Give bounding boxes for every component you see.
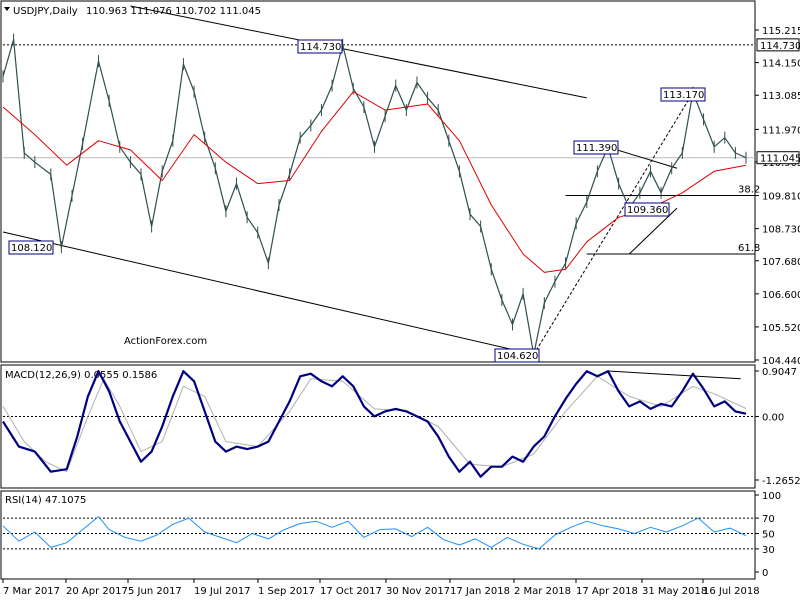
rsi-tick-label: 0 (762, 568, 768, 579)
rsi-panel: RSI(14) 47.1075 100 70 50 30 0 (2, 491, 781, 579)
annotation-label: 108.120 (11, 243, 52, 254)
x-tick-label: 20 Apr 2017 (66, 586, 128, 597)
price-panel-frame (0, 0, 756, 363)
price-line (2, 38, 747, 356)
annotation-box (8, 240, 54, 255)
annotation-label: 114.730 (300, 42, 341, 53)
rsi-title: RSI(14) 47.1075 (5, 495, 86, 506)
chart-header: USDJPY,Daily 110.963 111.076 110.702 111… (4, 6, 261, 17)
rsi-lines (2, 516, 747, 550)
macd-tick-label: 0.9047 (762, 367, 797, 378)
price-tags: 114.730 111.045 (756, 38, 800, 165)
reference-price-tag (756, 38, 800, 52)
fibonacci-labels: 38.2 61.8 (738, 185, 760, 254)
macd-tick-label: -1.2652 (762, 476, 800, 487)
x-tick-label: 31 May 2018 (642, 586, 707, 597)
rsi-tick-label: 50 (762, 530, 775, 541)
annotation-label: 111.390 (576, 143, 617, 154)
fib-label: 61.8 (738, 243, 760, 254)
macd-panel-frame (0, 364, 756, 489)
rsi-tick-label: 30 (762, 545, 775, 556)
macd-tick-label: 0.00 (762, 412, 784, 423)
current-price-tag (756, 151, 800, 165)
price-tick-label: 114.150 (762, 59, 800, 70)
macd-divergence-line (607, 370, 741, 380)
annotation-box (660, 87, 706, 102)
fib-label: 38.2 (738, 185, 760, 196)
rsi-y-axis: 100 70 50 30 0 (3, 491, 781, 579)
x-tick-label: 17 Jan 2018 (450, 586, 510, 597)
macd-title: MACD(12,26,9) 0.0555 0.1586 (5, 370, 157, 381)
collapse-triangle-icon (4, 7, 10, 11)
x-tick-label: 19 Jul 2017 (194, 586, 251, 597)
upper-channel-line (130, 5, 587, 99)
x-tick-label: 2 Mar 2018 (514, 586, 571, 597)
watermark: ActionForex.com (124, 336, 207, 347)
macd-signal-line (2, 375, 747, 473)
symbol-label: USDJPY,Daily (13, 6, 78, 17)
price-tick-label: 104.440 (762, 356, 800, 367)
x-axis: 7 Mar 2017 20 Apr 2017 5 Jun 2017 19 Jul 20… (2, 579, 760, 597)
price-tick-label: 106.600 (762, 290, 800, 301)
annotation-label: 113.170 (663, 90, 704, 101)
macd-y-axis: 0.9047 0.00 -1.2652 (3, 367, 800, 487)
price-tick-label: 107.680 (762, 257, 800, 268)
price-panel: 115.215114.150113.085111.970110.905109.8… (2, 5, 800, 367)
annotation-box (624, 202, 670, 217)
x-tick-label: 1 Sep 2017 (258, 586, 315, 597)
triangle-upper-line (607, 146, 678, 169)
macd-lines (2, 370, 747, 478)
x-tick-label: 17 Oct 2017 (320, 586, 382, 597)
price-tick-label: 113.085 (762, 91, 800, 102)
annotation-box (297, 39, 343, 54)
annotation-box (573, 140, 619, 155)
current-price-tag-label: 111.045 (760, 154, 800, 165)
price-tick-label: 111.970 (762, 125, 800, 136)
price-lines (2, 33, 747, 361)
x-tick-label: 16 Jul 2018 (703, 586, 760, 597)
rsi-panel-frame (0, 490, 756, 580)
annotation-box (494, 348, 540, 363)
macd-panel: MACD(12,26,9) 0.0555 0.1586 0.9047 0.00 -1… (2, 367, 800, 487)
x-tick-label: 30 Nov 2017 (386, 586, 450, 597)
annotation-label: 104.620 (497, 351, 538, 362)
ohlc-values: 110.963 111.076 110.702 111.045 (86, 6, 261, 17)
price-tick-label: 115.215 (762, 26, 800, 37)
reference-price-tag-label: 114.730 (760, 41, 800, 52)
annotation-label: 109.360 (627, 205, 668, 216)
price-tick-label: 109.810 (762, 192, 800, 203)
price-tick-label: 108.730 (762, 225, 800, 236)
price-annotations: 114.730 113.170 111.390 109.360 108.120 104.6… (8, 39, 706, 363)
rsi-tick-label: 70 (762, 514, 775, 525)
macd-line (2, 370, 747, 478)
x-tick-label: 17 Apr 2018 (576, 586, 638, 597)
dashed-trendline (533, 92, 694, 355)
moving-average-line (2, 91, 747, 273)
x-tick-label: 5 Jun 2017 (128, 586, 182, 597)
rsi-line (2, 516, 747, 550)
x-tick-label: 7 Mar 2017 (3, 586, 60, 597)
rsi-tick-label: 100 (762, 491, 781, 502)
price-tick-label: 105.520 (762, 323, 800, 334)
lower-channel-line (2, 231, 534, 355)
price-guides (2, 5, 755, 355)
